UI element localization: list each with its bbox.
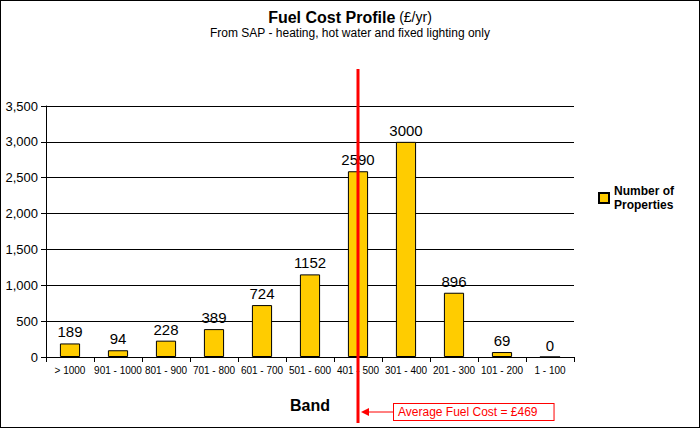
svg-text:2590: 2590	[341, 151, 375, 169]
svg-text:601 - 700: 601 - 700	[241, 365, 284, 376]
svg-text:> 1000: > 1000	[55, 365, 86, 376]
svg-text:701 - 800: 701 - 800	[193, 365, 236, 376]
svg-text:0: 0	[31, 350, 38, 365]
svg-text:1,500: 1,500	[5, 242, 38, 257]
svg-text:2,000: 2,000	[5, 206, 38, 221]
svg-text:228: 228	[153, 321, 178, 338]
svg-text:3,500: 3,500	[5, 99, 38, 114]
svg-text:94: 94	[110, 330, 127, 347]
svg-text:201 - 300: 201 - 300	[433, 365, 476, 376]
svg-text:Band: Band	[290, 397, 330, 414]
svg-text:189: 189	[57, 323, 82, 340]
svg-text:(£/yr): (£/yr)	[395, 9, 432, 25]
svg-text:Number of: Number of	[614, 184, 677, 198]
svg-text:0: 0	[546, 337, 554, 354]
svg-text:896: 896	[441, 273, 466, 290]
svg-text:901 - 1000: 901 - 1000	[94, 365, 142, 376]
svg-text:1,000: 1,000	[5, 278, 38, 293]
svg-text:Average Fuel Cost = £469: Average Fuel Cost = £469	[398, 405, 538, 419]
svg-text:724: 724	[249, 285, 274, 302]
svg-text:2,500: 2,500	[5, 170, 38, 185]
svg-text:Fuel Cost Profile: Fuel Cost Profile	[268, 9, 395, 26]
svg-text:Properties: Properties	[614, 198, 674, 212]
svg-text:389: 389	[201, 309, 226, 326]
svg-text:69: 69	[494, 332, 511, 349]
svg-text:101 - 200: 101 - 200	[481, 365, 524, 376]
svg-text:801 - 900: 801 - 900	[145, 365, 188, 376]
svg-text:500: 500	[16, 314, 38, 329]
svg-text:501 - 600: 501 - 600	[289, 365, 332, 376]
svg-text:3,000: 3,000	[5, 134, 38, 149]
svg-text:301 - 400: 301 - 400	[385, 365, 428, 376]
svg-text:From SAP - heating, hot water: From SAP - heating, hot water and fixed …	[210, 26, 490, 40]
svg-text:1152: 1152	[294, 254, 326, 271]
svg-text:401 - 500: 401 - 500	[336, 364, 380, 376]
svg-text:3000: 3000	[389, 122, 422, 139]
svg-text:1 - 100: 1 - 100	[534, 365, 566, 376]
